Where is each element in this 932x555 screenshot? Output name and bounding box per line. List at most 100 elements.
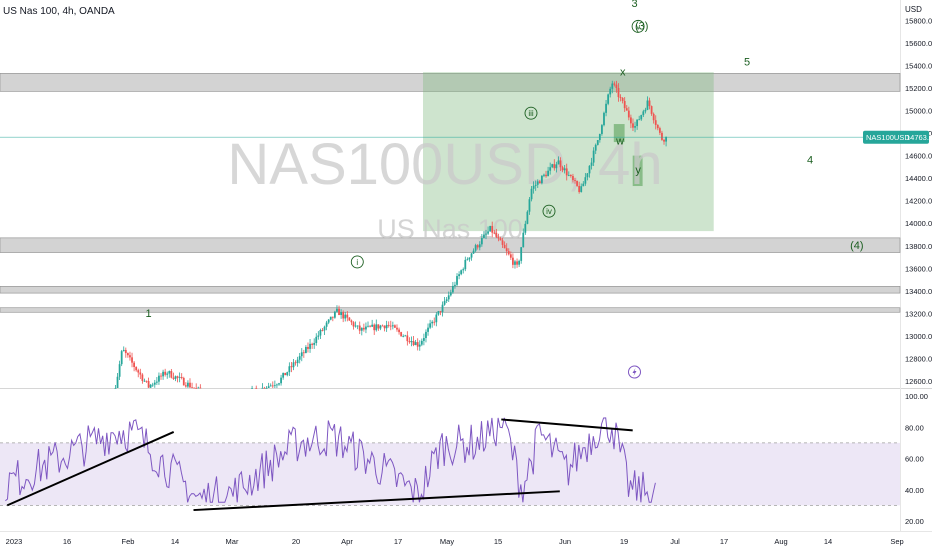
candle[interactable] <box>545 174 547 177</box>
candle[interactable] <box>572 176 574 181</box>
candle[interactable] <box>663 139 665 142</box>
candle[interactable] <box>565 168 568 176</box>
candle[interactable] <box>174 376 177 379</box>
candle[interactable] <box>176 376 179 378</box>
wave-label[interactable]: 5 <box>744 56 750 68</box>
candle[interactable] <box>509 254 512 258</box>
symbol-title[interactable]: US Nas 100, 4h, OANDA <box>3 6 115 17</box>
candle[interactable] <box>265 388 268 389</box>
candle[interactable] <box>396 327 398 330</box>
candle[interactable] <box>437 311 440 315</box>
candle[interactable] <box>338 308 340 316</box>
candle[interactable] <box>439 311 442 313</box>
rsi-trendline[interactable] <box>193 490 560 512</box>
candle[interactable] <box>296 359 299 364</box>
candle[interactable] <box>197 387 200 389</box>
candle[interactable] <box>420 340 423 345</box>
candle[interactable] <box>162 371 164 377</box>
candle[interactable] <box>495 232 498 238</box>
candle[interactable] <box>549 167 552 171</box>
candle[interactable] <box>135 366 138 371</box>
candle[interactable] <box>476 245 479 248</box>
candle[interactable] <box>172 377 175 379</box>
candle[interactable] <box>360 327 363 331</box>
candle[interactable] <box>344 314 347 319</box>
candle[interactable] <box>499 238 502 241</box>
candle[interactable] <box>143 380 146 382</box>
candle[interactable] <box>480 237 483 245</box>
candle[interactable] <box>524 223 527 233</box>
candle[interactable] <box>137 370 140 373</box>
candle[interactable] <box>329 316 332 320</box>
candle[interactable] <box>321 330 324 331</box>
candle[interactable] <box>431 321 434 324</box>
candle[interactable] <box>298 356 301 360</box>
candle[interactable] <box>331 316 334 318</box>
candle[interactable] <box>149 384 152 388</box>
candle[interactable] <box>122 349 125 352</box>
candle[interactable] <box>592 150 595 163</box>
rsi-pane[interactable] <box>0 417 900 512</box>
candle[interactable] <box>623 100 626 109</box>
candle[interactable] <box>557 160 560 165</box>
candle[interactable] <box>532 185 535 189</box>
candle[interactable] <box>458 274 460 277</box>
candle[interactable] <box>199 387 202 389</box>
candle[interactable] <box>636 119 639 127</box>
candle[interactable] <box>307 346 309 349</box>
candle[interactable] <box>596 140 599 145</box>
candle[interactable] <box>470 253 473 258</box>
candle[interactable] <box>147 381 150 388</box>
candle[interactable] <box>603 112 605 126</box>
candle[interactable] <box>387 324 390 326</box>
candle[interactable] <box>269 385 272 387</box>
candle[interactable] <box>665 136 667 142</box>
candle[interactable] <box>644 109 647 112</box>
candle[interactable] <box>408 341 411 343</box>
candle[interactable] <box>273 385 276 387</box>
candle[interactable] <box>129 355 131 358</box>
candle[interactable] <box>356 325 359 327</box>
candle[interactable] <box>193 387 196 389</box>
candle[interactable] <box>627 110 630 118</box>
rsi-line[interactable] <box>5 417 656 503</box>
candle[interactable] <box>406 335 409 342</box>
candle[interactable] <box>166 373 169 375</box>
candle[interactable] <box>456 276 458 285</box>
candle[interactable] <box>534 184 537 186</box>
candle[interactable] <box>402 336 405 337</box>
candle[interactable] <box>464 259 467 270</box>
candle[interactable] <box>505 248 508 252</box>
candle[interactable] <box>483 234 485 238</box>
candle[interactable] <box>412 341 415 346</box>
candle[interactable] <box>646 100 649 110</box>
candle[interactable] <box>168 371 171 374</box>
candle[interactable] <box>487 231 489 234</box>
candle[interactable] <box>288 366 291 373</box>
candle[interactable] <box>282 372 285 378</box>
candle[interactable] <box>526 211 529 224</box>
candle[interactable] <box>493 232 496 234</box>
candle[interactable] <box>369 325 371 327</box>
candle[interactable] <box>377 324 380 329</box>
candle[interactable] <box>586 173 589 178</box>
candle[interactable] <box>362 327 365 330</box>
candle[interactable] <box>451 285 454 293</box>
candle[interactable] <box>278 383 280 385</box>
candle[interactable] <box>178 376 181 378</box>
candle[interactable] <box>559 160 562 168</box>
candle[interactable] <box>267 386 270 388</box>
candle[interactable] <box>447 295 450 300</box>
candle[interactable] <box>394 325 396 328</box>
axes-layer[interactable]: 12600.0 12800.0 13000.0 13200.0 13400.0 13600… <box>6 16 932 546</box>
candle[interactable] <box>187 382 189 387</box>
candle[interactable] <box>327 319 330 323</box>
candle[interactable] <box>155 381 158 383</box>
candle[interactable] <box>640 115 643 120</box>
candle[interactable] <box>271 385 274 387</box>
candle[interactable] <box>522 232 525 248</box>
candle[interactable] <box>433 321 436 323</box>
candle[interactable] <box>468 257 471 260</box>
last-price-tag[interactable]: NAS100USD 14763.3 <box>863 130 932 144</box>
